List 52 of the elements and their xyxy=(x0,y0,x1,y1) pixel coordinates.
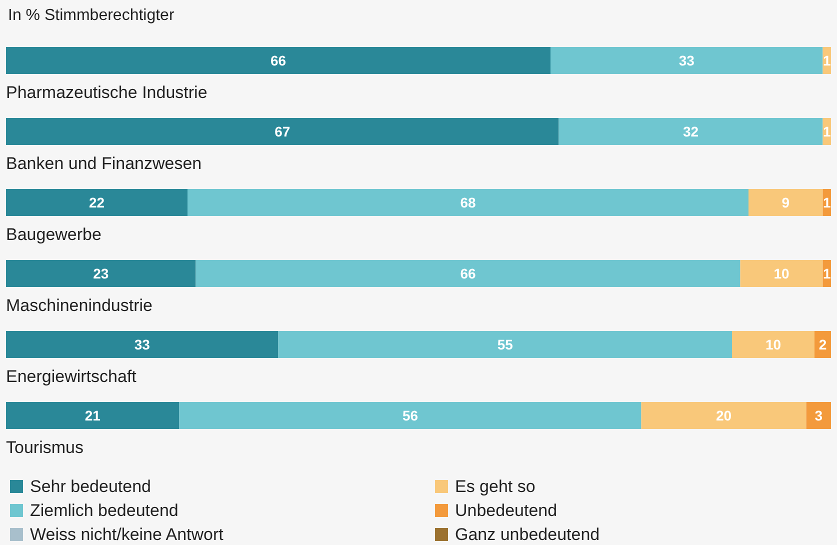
data-label: 67 xyxy=(274,124,290,140)
legend-label: Sehr bedeutend xyxy=(30,477,151,496)
y-tick-label: Energiewirtschaft xyxy=(6,367,137,386)
data-label: 66 xyxy=(270,52,286,68)
legend-label: Weiss nicht/keine Antwort xyxy=(30,525,224,544)
legend-label: Es geht so xyxy=(455,477,536,496)
data-label: 1 xyxy=(822,52,831,68)
data-label: 3 xyxy=(814,408,823,424)
data-label: 10 xyxy=(774,266,790,282)
data-label: 23 xyxy=(93,266,109,282)
legend-label: Ganz unbedeutend xyxy=(455,525,600,544)
data-label: 1 xyxy=(822,194,831,210)
bar xyxy=(6,331,278,358)
data-label: 32 xyxy=(682,124,699,140)
bar xyxy=(748,189,823,216)
bar xyxy=(188,189,748,216)
data-label: 1 xyxy=(822,124,831,140)
y-tick-label: Banken und Finanzwesen xyxy=(6,154,202,173)
data-label: 9 xyxy=(782,194,790,210)
data-label: 56 xyxy=(402,408,418,424)
data-label: 33 xyxy=(134,336,150,352)
data-label: 1 xyxy=(822,266,831,282)
bar xyxy=(558,118,823,145)
bar xyxy=(641,402,806,429)
bar xyxy=(6,260,196,287)
bar xyxy=(550,47,823,74)
bar xyxy=(6,118,559,145)
y-tick-label: Baugewerbe xyxy=(6,225,102,244)
chart-title: In % Stimmberechtigter xyxy=(8,7,175,24)
data-label: 68 xyxy=(460,194,476,210)
bar xyxy=(732,331,814,358)
bar xyxy=(6,189,188,216)
data-label: 22 xyxy=(88,194,105,210)
bar xyxy=(740,260,823,287)
data-label: 20 xyxy=(716,408,732,424)
bar xyxy=(6,402,180,429)
y-tick-label: Pharmazeutische Industrie xyxy=(6,83,208,102)
bar xyxy=(196,260,740,287)
bar xyxy=(179,402,642,429)
data-label: 33 xyxy=(678,52,695,68)
data-label: 21 xyxy=(84,408,101,424)
y-tick-label: Tourismus xyxy=(6,438,84,457)
legend-label: Ziemlich bedeutend xyxy=(30,501,178,520)
legend-label: Unbedeutend xyxy=(455,501,558,520)
data-label: 66 xyxy=(460,266,476,282)
data-label: 10 xyxy=(765,336,782,352)
data-label: 55 xyxy=(497,336,514,352)
data-label: 2 xyxy=(818,336,827,352)
y-tick-label: Maschinenindustrie xyxy=(6,296,152,315)
bar xyxy=(806,402,831,429)
bar xyxy=(6,47,550,74)
bar xyxy=(278,331,732,358)
